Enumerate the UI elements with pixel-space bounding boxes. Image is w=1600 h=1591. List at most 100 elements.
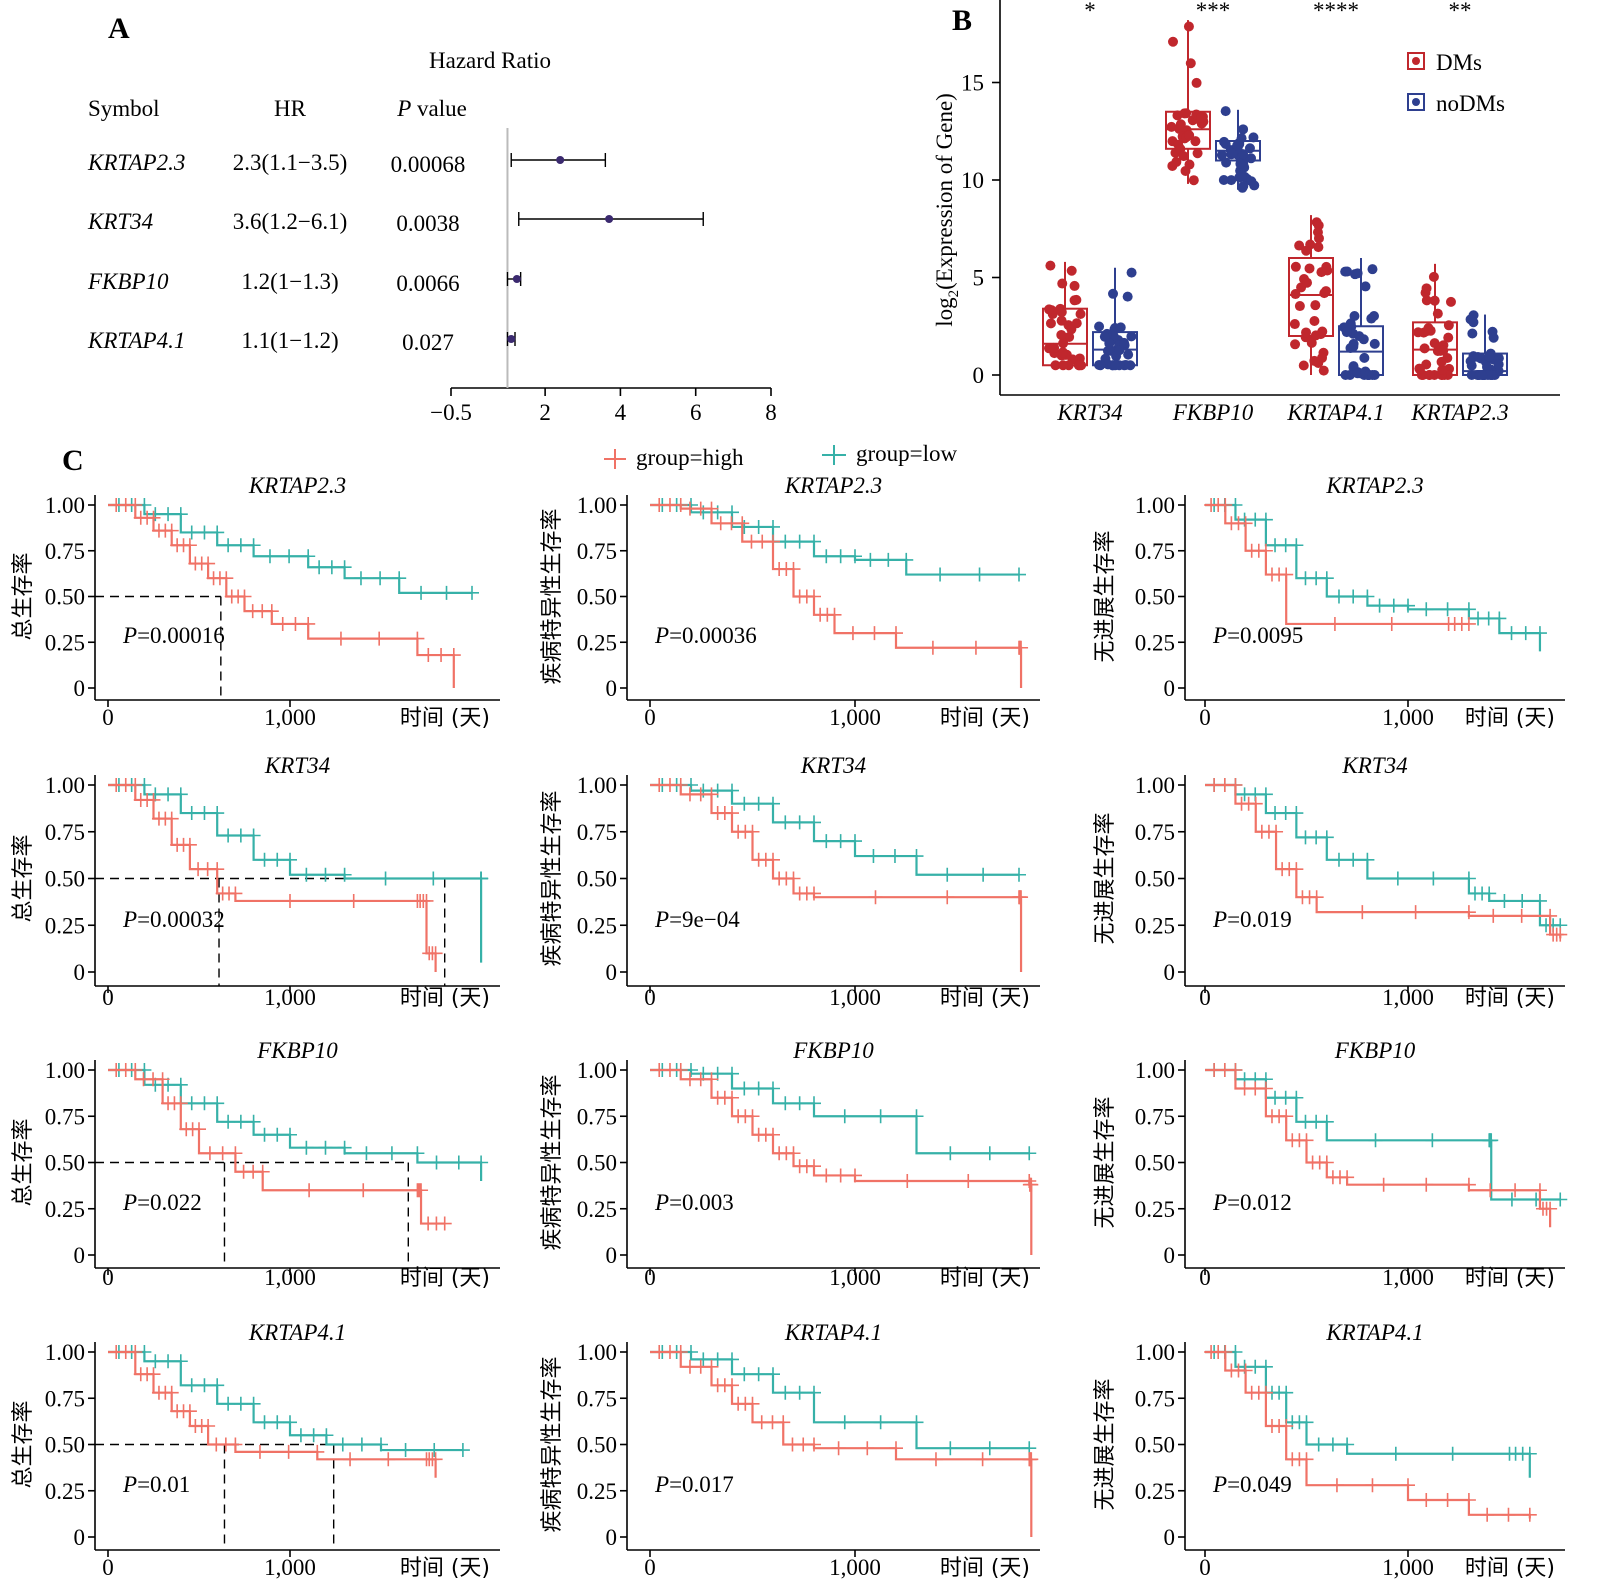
boxplot-jitter-point: [1419, 343, 1430, 354]
km-censor-mark: [282, 549, 297, 564]
boxplot-jitter-point: [1181, 108, 1192, 119]
km-censor-mark: [831, 1441, 846, 1456]
km-censor-mark: [228, 886, 243, 901]
km-censor-mark: [439, 585, 454, 600]
km-censor-mark: [1368, 1133, 1383, 1148]
km-censor-mark: [1372, 598, 1387, 613]
boxplot-jitter-point: [1114, 345, 1125, 356]
boxplot-significance: *: [1084, 0, 1096, 23]
km-y-tick-label: 0: [1164, 1525, 1176, 1550]
km-censor-mark: [725, 1066, 739, 1081]
km-censor-mark: [270, 1415, 285, 1430]
km-censor-mark: [807, 1437, 821, 1452]
km-censor-mark: [1440, 1493, 1455, 1507]
km-censor-mark: [283, 1415, 297, 1430]
km-censor-mark: [246, 828, 261, 843]
km-plot-title: KRTAP2.3: [1325, 473, 1423, 498]
km-censor-mark: [359, 1146, 374, 1161]
km-censor-mark: [1258, 543, 1273, 558]
forest-hr: 1.1(1−1.2): [241, 328, 338, 353]
forest-x-tick-label: 2: [539, 400, 551, 425]
km-y-tick-label: 0.25: [45, 1479, 85, 1504]
km-y-tick-label: 0: [74, 960, 86, 985]
km-censor-mark: [696, 1352, 711, 1367]
km-censor-mark: [868, 890, 883, 905]
boxplot-jitter-point: [1352, 268, 1363, 279]
km-censor-mark: [1319, 571, 1334, 586]
km-censor-mark: [1532, 626, 1547, 641]
forest-symbol: KRTAP2.3: [87, 150, 185, 175]
km-censor-mark: [1401, 1478, 1415, 1493]
km-censor-mark: [246, 1396, 261, 1411]
boxplot-jitter-point: [1232, 140, 1243, 151]
km-x-axis-label: 时间 (天): [1465, 986, 1555, 1011]
km-censor-mark: [943, 1441, 958, 1456]
km-censor-mark: [1419, 1177, 1434, 1192]
boxplot-jitter-point: [1445, 296, 1456, 307]
km-y-tick-label: 0.75: [1135, 1386, 1175, 1411]
km-censor-mark: [281, 1444, 296, 1459]
boxplot-jitter-point: [1178, 151, 1189, 162]
km-x-tick-label: 0: [102, 985, 114, 1010]
km-censor-mark: [210, 1096, 225, 1111]
boxplot-jitter-point: [1056, 315, 1067, 326]
km-censor-mark: [1480, 1507, 1495, 1522]
km-censor-mark: [961, 1174, 976, 1188]
km-y-tick-label: 0.50: [1135, 585, 1175, 610]
boxplot-plot-area: 0 5 10 15 KRT34 * FKBP10 *** KRTAP4.1 **** KRTAP2.…: [961, 0, 1560, 425]
km-y-tick-label: 0.50: [1135, 1151, 1175, 1176]
km-censor-mark: [1346, 589, 1361, 604]
boxplot-jitter-point: [1294, 301, 1305, 312]
km-censor-mark: [306, 1428, 321, 1443]
forest-row: KRTAP2.3 2.3(1.1−3.5) 0.00068: [87, 150, 465, 177]
km-y-tick-label: 0.25: [45, 1197, 85, 1222]
km-censor-mark: [128, 778, 143, 792]
legend-nodms-dot: [1412, 98, 1420, 106]
km-censor-mark: [1311, 1437, 1326, 1452]
boxplot-jitter-point: [1237, 182, 1248, 193]
km-censor-mark: [288, 616, 303, 631]
km-censor-mark: [848, 1168, 862, 1183]
km-pvalue: P=9e−04: [654, 907, 740, 932]
km-censor-mark: [257, 852, 272, 867]
boxplot-jitter-point: [1191, 77, 1202, 88]
km-censor-mark: [704, 501, 719, 516]
forest-hr: 3.6(1.2−6.1): [233, 209, 348, 234]
km-censor-mark: [751, 796, 766, 811]
km-censor-mark: [940, 890, 955, 905]
km-censor-mark: [1258, 1359, 1273, 1374]
km-censor-mark: [1482, 886, 1497, 901]
km-censor-mark: [1299, 1452, 1314, 1467]
boxplot-jitter-point: [1467, 328, 1478, 339]
km-censor-mark: [1279, 567, 1294, 582]
km-y-tick-label: 0.50: [577, 585, 617, 610]
km-censor-mark: [833, 549, 848, 564]
km-censor-mark: [819, 1168, 834, 1183]
km-plot-4-3: 0 0.25 0.50 0.75 1.00 0 1,000 时间 (天) 无进展生存率 KRTAP…: [1093, 1320, 1565, 1581]
km-censor-mark: [1515, 893, 1530, 908]
km-plot-4-2: 0 0.25 0.50 0.75 1.00 0 1,000 时间 (天) 疾病特异性生存率 KRT…: [540, 1320, 1040, 1581]
km-censor-mark: [324, 560, 339, 575]
km-censor-mark: [1532, 893, 1547, 908]
km-pvalue: P=0.017: [654, 1472, 734, 1497]
km-censor-mark: [1309, 890, 1324, 905]
km-y-tick-label: 0.75: [45, 1386, 85, 1411]
km-censor-mark: [833, 1168, 848, 1183]
km-censor-mark: [146, 792, 161, 807]
km-censor-mark: [1299, 1415, 1314, 1430]
km-censor-mark: [778, 1385, 793, 1400]
boxplot-jitter-point: [1172, 110, 1183, 121]
km-y-axis-label: 无进展生存率: [1093, 530, 1118, 662]
km-censor-mark: [1388, 1446, 1403, 1461]
km-censor-mark: [233, 538, 248, 553]
boxplot-jitter-point: [1290, 289, 1301, 300]
km-censor-mark: [1329, 1478, 1344, 1493]
km-censor-mark: [1289, 862, 1304, 877]
km-censor-mark: [1218, 1345, 1233, 1359]
boxplot-jitter-point: [1414, 363, 1425, 374]
km-x-tick-label: 1,000: [264, 1555, 316, 1580]
boxplot-jitter-point: [1429, 338, 1440, 349]
km-censor-mark: [710, 1352, 725, 1367]
km-y-tick-label: 1.00: [45, 773, 85, 798]
km-y-tick-label: 1.00: [1135, 493, 1175, 518]
